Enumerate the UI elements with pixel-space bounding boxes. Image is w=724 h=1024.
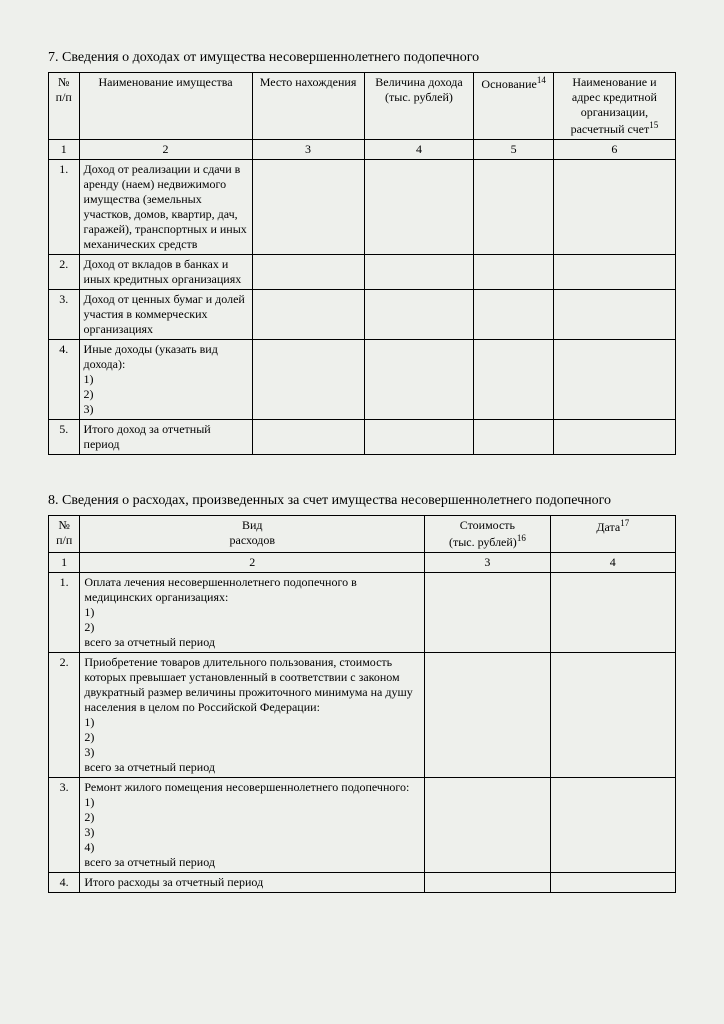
col-org: Наименование и адрес кредитной организац…: [553, 73, 675, 140]
colnum: 4: [550, 553, 675, 573]
colnum: 5: [474, 140, 553, 160]
cell: [364, 290, 474, 340]
cell: [364, 160, 474, 255]
table-header-row: № п/п Наименование имущества Место нахож…: [49, 73, 676, 140]
cell: [252, 160, 364, 255]
cell: [252, 290, 364, 340]
row-num: 4.: [49, 340, 80, 420]
row-text: Оплата лечения несовершеннолетнего подоп…: [80, 573, 425, 653]
row-num: 3.: [49, 778, 80, 873]
cell: [553, 160, 675, 255]
cell: [425, 778, 550, 873]
row-text: Итого расходы за отчетный период: [80, 873, 425, 893]
table-row: 3. Ремонт жилого помещения несовершеннол…: [49, 778, 676, 873]
cell: [553, 340, 675, 420]
col-name: Наименование имущества: [79, 73, 252, 140]
table-row: 4. Иные доходы (указать вид дохода): 1) …: [49, 340, 676, 420]
table-row: 2. Доход от вкладов в банках и иных кред…: [49, 255, 676, 290]
table-colnum-row: 1 2 3 4 5 6: [49, 140, 676, 160]
colnum: 1: [49, 140, 80, 160]
col-cost: Стоимость (тыс. рублей)16: [425, 516, 550, 553]
colnum: 2: [80, 553, 425, 573]
cell: [474, 340, 553, 420]
cell: [474, 420, 553, 455]
section7-title: 7. Сведения о доходах от имущества несов…: [48, 50, 676, 66]
table-row: 1. Оплата лечения несовершеннолетнего по…: [49, 573, 676, 653]
colnum: 6: [553, 140, 675, 160]
colnum: 3: [252, 140, 364, 160]
colnum: 3: [425, 553, 550, 573]
cell: [425, 873, 550, 893]
row-num: 4.: [49, 873, 80, 893]
cell: [252, 420, 364, 455]
row-num: 2.: [49, 255, 80, 290]
table-row: 3. Доход от ценных бумаг и долей участия…: [49, 290, 676, 340]
cell: [252, 255, 364, 290]
col-basis: Основание14: [474, 73, 553, 140]
cell: [553, 290, 675, 340]
table-row: 2. Приобретение товаров длительного поль…: [49, 653, 676, 778]
cell: [364, 255, 474, 290]
col-num: № п/п: [49, 516, 80, 553]
table-colnum-row: 1 2 3 4: [49, 553, 676, 573]
table-row: 5. Итого доход за отчетный период: [49, 420, 676, 455]
cell: [364, 340, 474, 420]
row-text: Ремонт жилого помещения несовершеннолетн…: [80, 778, 425, 873]
row-text: Доход от реализации и сдачи в аренду (на…: [79, 160, 252, 255]
table-7: № п/п Наименование имущества Место нахож…: [48, 72, 676, 455]
table-8: № п/п Вид расходов Стоимость (тыс. рубле…: [48, 515, 676, 893]
col-kind: Вид расходов: [80, 516, 425, 553]
col-date: Дата17: [550, 516, 675, 553]
cell: [474, 160, 553, 255]
cell: [474, 255, 553, 290]
col-amount: Величина дохода (тыс. рублей): [364, 73, 474, 140]
row-num: 2.: [49, 653, 80, 778]
colnum: 1: [49, 553, 80, 573]
row-num: 5.: [49, 420, 80, 455]
cell: [550, 573, 675, 653]
table-row: 1. Доход от реализации и сдачи в аренду …: [49, 160, 676, 255]
cell: [425, 653, 550, 778]
cell: [474, 290, 553, 340]
cell: [425, 573, 550, 653]
colnum: 4: [364, 140, 474, 160]
table-header-row: № п/п Вид расходов Стоимость (тыс. рубле…: [49, 516, 676, 553]
row-text: Приобретение товаров длительного пользов…: [80, 653, 425, 778]
col-place: Место нахождения: [252, 73, 364, 140]
cell: [550, 778, 675, 873]
row-num: 3.: [49, 290, 80, 340]
row-text: Итого доход за отчетный период: [79, 420, 252, 455]
cell: [553, 255, 675, 290]
cell: [252, 340, 364, 420]
row-num: 1.: [49, 160, 80, 255]
cell: [550, 653, 675, 778]
cell: [550, 873, 675, 893]
section8-title: 8. Сведения о расходах, произведенных за…: [48, 493, 676, 509]
cell: [364, 420, 474, 455]
row-text: Иные доходы (указать вид дохода): 1) 2) …: [79, 340, 252, 420]
row-text: Доход от ценных бумаг и долей участия в …: [79, 290, 252, 340]
row-num: 1.: [49, 573, 80, 653]
row-text: Доход от вкладов в банках и иных кредитн…: [79, 255, 252, 290]
colnum: 2: [79, 140, 252, 160]
cell: [553, 420, 675, 455]
col-num: № п/п: [49, 73, 80, 140]
table-row: 4. Итого расходы за отчетный период: [49, 873, 676, 893]
